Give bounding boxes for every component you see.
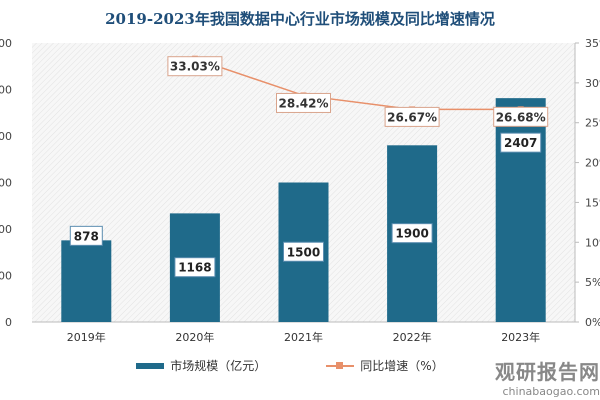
- bar-label-box: [174, 257, 216, 278]
- bar-label: 1500: [287, 245, 320, 259]
- line-label: 33.03%: [170, 60, 220, 74]
- line-label: 26.68%: [496, 110, 546, 124]
- chart-title: 2019-2023年我国数据中心行业市场规模及同比增速情况: [105, 10, 495, 28]
- bar-label: 1168: [178, 261, 211, 275]
- bar-label-box: [69, 225, 103, 246]
- y-tick-label: 0: [5, 316, 12, 329]
- bar: [495, 98, 546, 322]
- line-label-box: [276, 92, 331, 113]
- watermark-logo: 观研报告网 chinabaogao.com: [495, 356, 600, 398]
- x-tick-label: 2021年: [284, 330, 323, 344]
- legend-label-bar: 市场规模（亿元）: [170, 359, 267, 373]
- y2-tick-label: 0%: [585, 316, 600, 329]
- growth-line: [194, 57, 521, 111]
- legend: 市场规模（亿元） 同比增速（%）: [40, 357, 540, 374]
- y-tick-label: 3000: [0, 37, 12, 50]
- line-label: 28.42%: [279, 96, 329, 110]
- y2-tick-label: 35%: [585, 37, 600, 50]
- y2-tick-label: 5%: [585, 276, 600, 289]
- x-tick-label: 2020年: [175, 330, 214, 344]
- legend-label-line: 同比增速（%）: [360, 359, 444, 373]
- legend-item-bar: 市场规模（亿元）: [136, 357, 266, 374]
- legend-swatch-line: [326, 361, 355, 369]
- y2-tick-label: 15%: [585, 196, 600, 209]
- watermark-en: chinabaogao.com: [502, 385, 600, 398]
- bar: [61, 240, 112, 322]
- y-tick-label: 500: [0, 270, 12, 283]
- y-tick-label: 1500: [0, 177, 12, 190]
- line-label-box: [167, 56, 223, 77]
- bar-label-box: [500, 132, 542, 153]
- legend-item-line: 同比增速（%）: [326, 357, 444, 374]
- y-tick-label: 2000: [0, 130, 12, 143]
- x-tick-label: 2023年: [501, 330, 540, 344]
- line-label-box: [384, 106, 440, 127]
- x-tick-label: 2019年: [67, 330, 106, 344]
- legend-swatch-bar: [136, 362, 165, 369]
- watermark-cn: 观研报告网: [495, 360, 600, 384]
- line-label: 26.67%: [387, 110, 437, 124]
- bar-label-box: [283, 241, 324, 262]
- bar-label: 878: [74, 229, 99, 243]
- line-label-box: [493, 106, 549, 127]
- y-tick-label: 2500: [0, 84, 12, 97]
- y2-tick-label: 30%: [585, 77, 600, 90]
- bar-label: 2407: [504, 136, 537, 150]
- y-tick-label: 1000: [0, 223, 12, 236]
- y2-tick-label: 10%: [585, 236, 600, 249]
- y2-tick-label: 25%: [585, 117, 600, 130]
- y2-tick-label: 20%: [585, 157, 600, 170]
- bar-label-box: [391, 223, 433, 244]
- bar-label: 1900: [395, 227, 428, 241]
- x-tick-label: 2022年: [393, 330, 432, 344]
